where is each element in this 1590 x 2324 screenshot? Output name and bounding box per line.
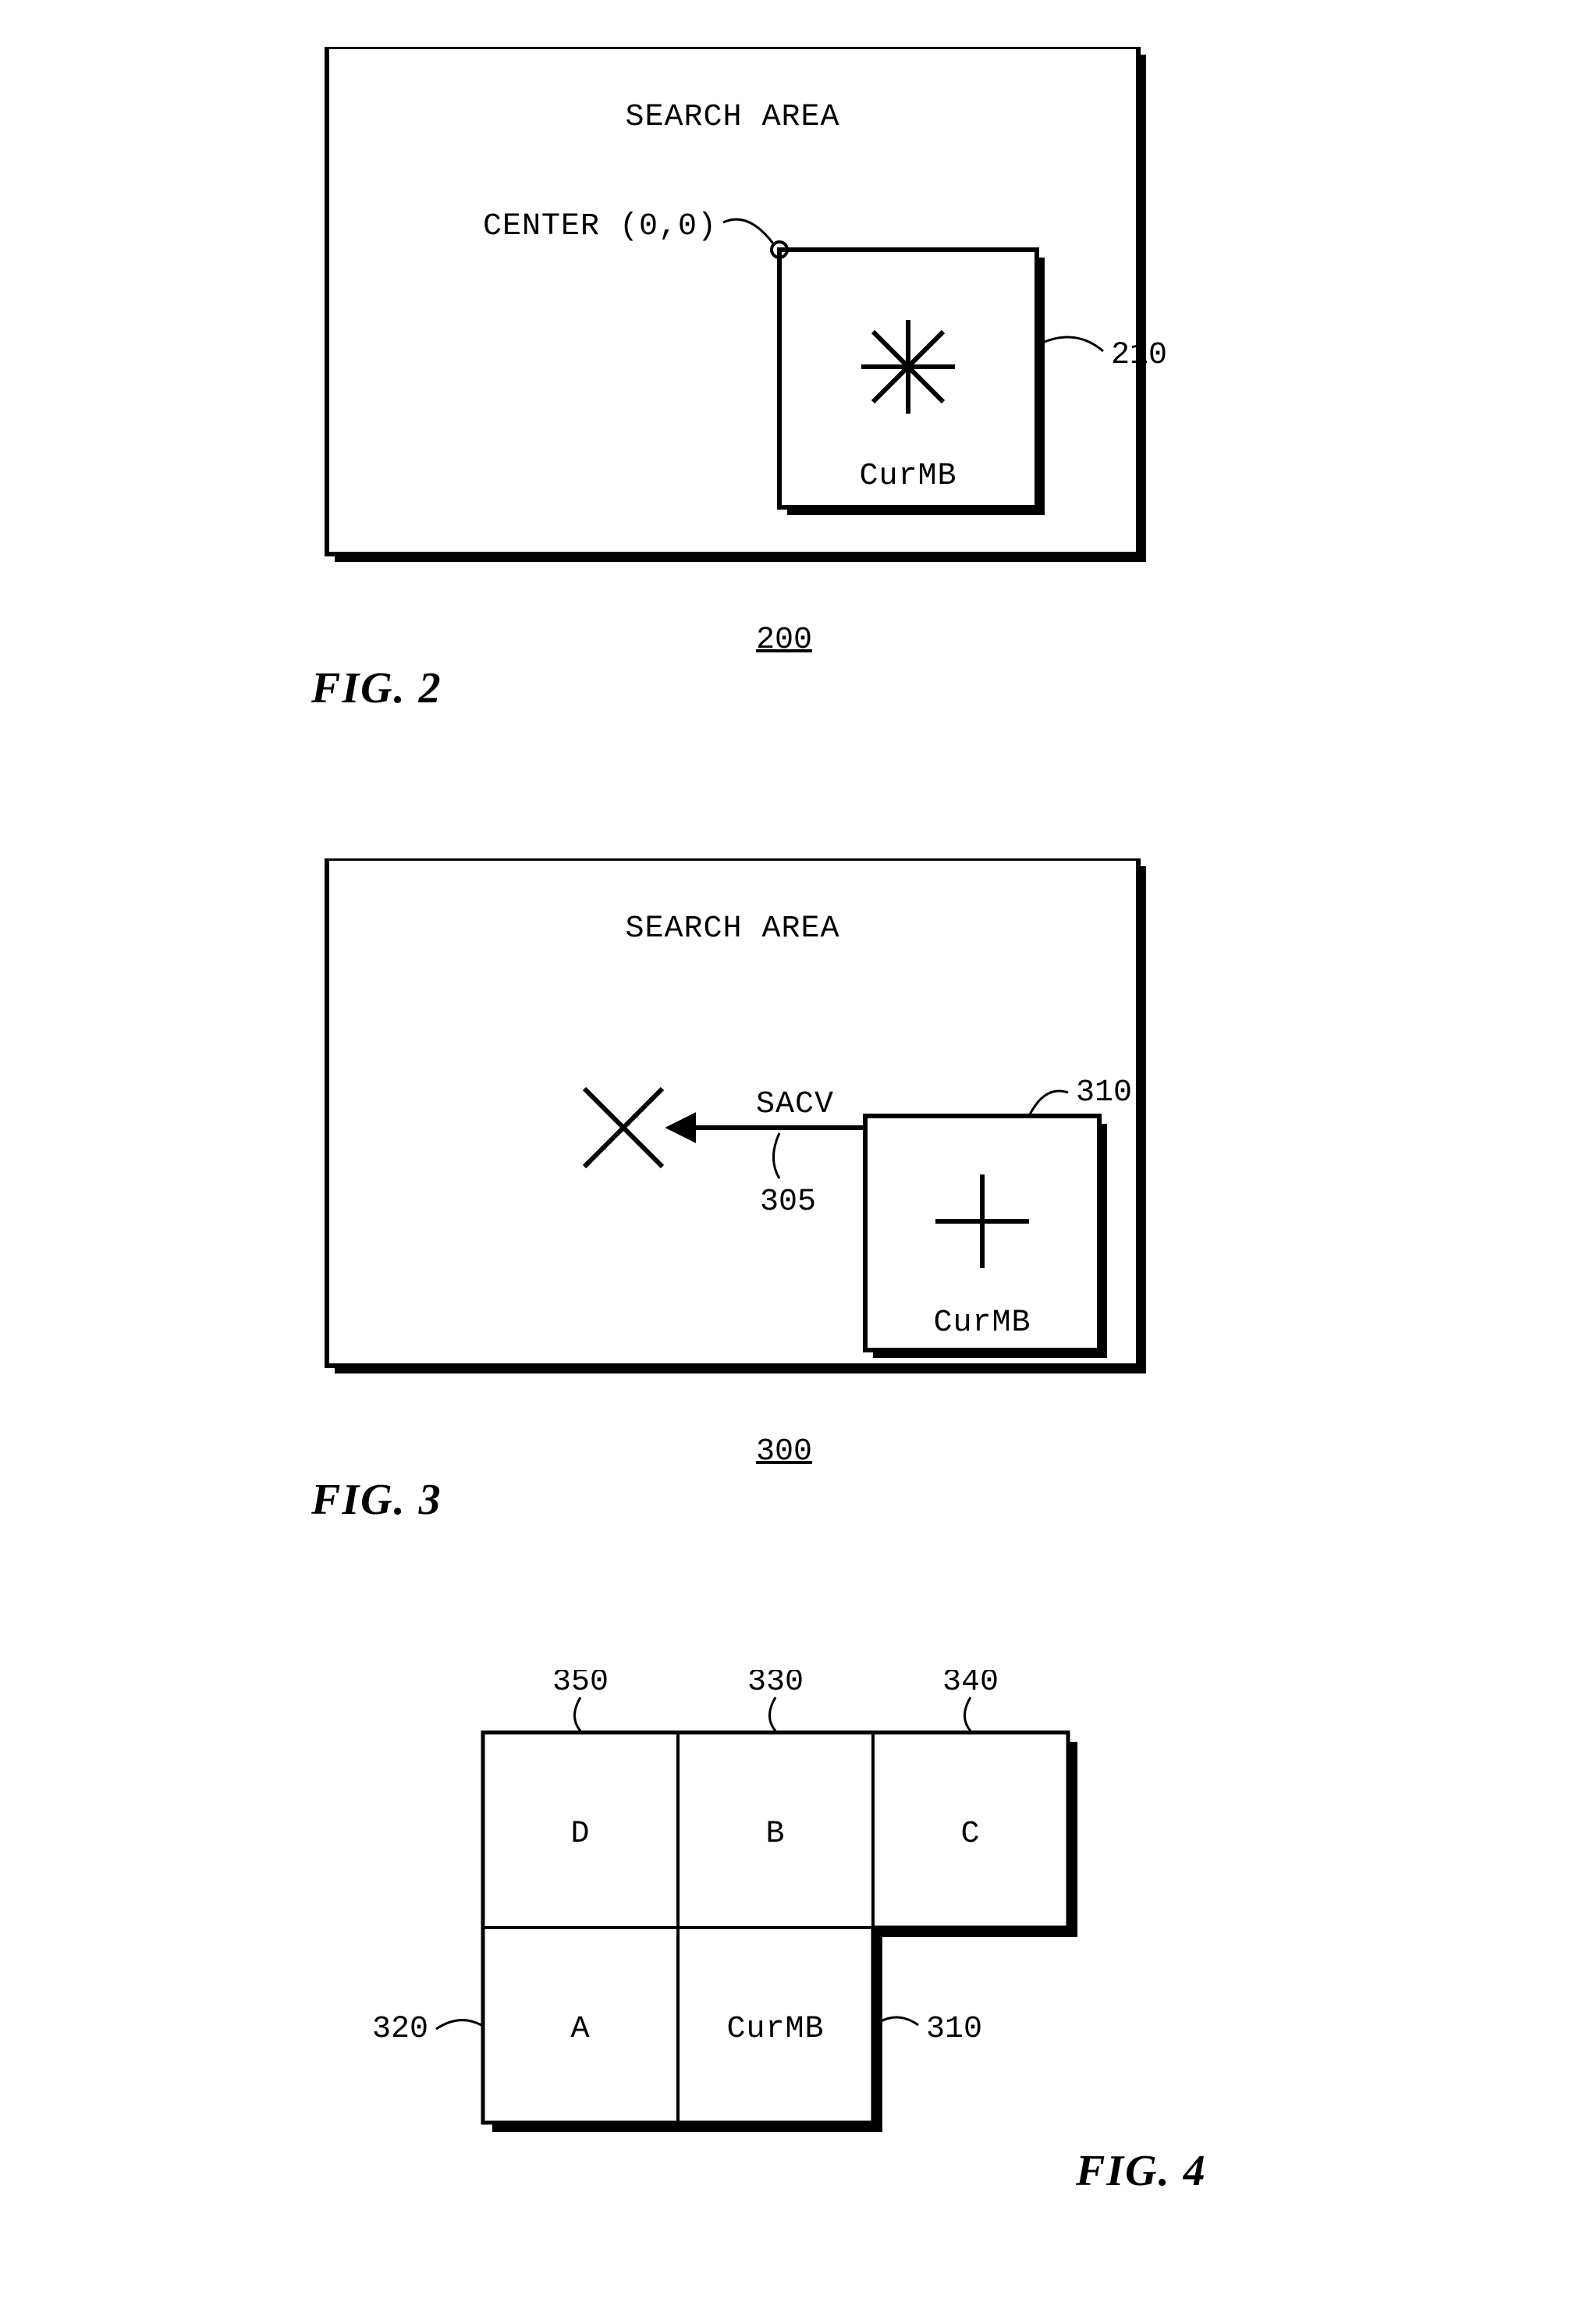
- fig3-label: FIG. 3: [311, 1476, 442, 1524]
- ref-320-leader: [436, 2020, 481, 2029]
- fig2-label: FIG. 2: [311, 664, 442, 712]
- figure-3-svg: SEARCH AREA CurMB SACV 305 310 300: [249, 858, 1341, 1561]
- ref-340: 340: [942, 1670, 999, 1700]
- ref-310: 310: [926, 2012, 982, 2047]
- figure-2-svg: SEARCH AREA CurMB CENTER (0,0) 210 200 F…: [249, 47, 1341, 749]
- ref-300: 300: [756, 1434, 812, 1469]
- center-label: CENTER (0,0): [483, 209, 717, 244]
- ref-350: 350: [552, 1670, 609, 1700]
- cell-c-label: C: [960, 1817, 980, 1852]
- ref-200: 200: [756, 623, 812, 658]
- ref-210: 210: [1111, 338, 1167, 373]
- fig4-label: FIG. 4: [1075, 2147, 1207, 2195]
- search-area-title: SEARCH AREA: [625, 911, 839, 947]
- ref-350-leader: [575, 1697, 581, 1731]
- sacv-label: SACV: [756, 1087, 834, 1122]
- star-marker-icon: [861, 320, 955, 414]
- curmb-label: CurMB: [859, 459, 956, 494]
- ref-330-leader: [770, 1697, 776, 1731]
- figure-4-container: D B C A CurMB 350 330 340 320 310 FIG. 4: [249, 1670, 1341, 2232]
- ref-330: 330: [747, 1670, 804, 1700]
- ref-305: 305: [760, 1185, 816, 1220]
- curmb-label: CurMB: [933, 1306, 1031, 1341]
- cell-b-label: B: [765, 1817, 785, 1852]
- ref-340-leader: [965, 1697, 971, 1731]
- search-area-title: SEARCH AREA: [625, 100, 839, 135]
- ref-310: 310: [1076, 1075, 1132, 1110]
- figure-3-container: SEARCH AREA CurMB SACV 305 310 300: [249, 858, 1341, 1561]
- figure-4-svg: D B C A CurMB 350 330 340 320 310 FIG. 4: [249, 1670, 1341, 2232]
- cell-a-label: A: [570, 2012, 590, 2047]
- cell-curmb-label: CurMB: [726, 2012, 824, 2047]
- cell-d-label: D: [570, 1817, 590, 1852]
- figure-2-container: SEARCH AREA CurMB CENTER (0,0) 210 200 F…: [249, 47, 1341, 749]
- ref-320: 320: [372, 2012, 428, 2047]
